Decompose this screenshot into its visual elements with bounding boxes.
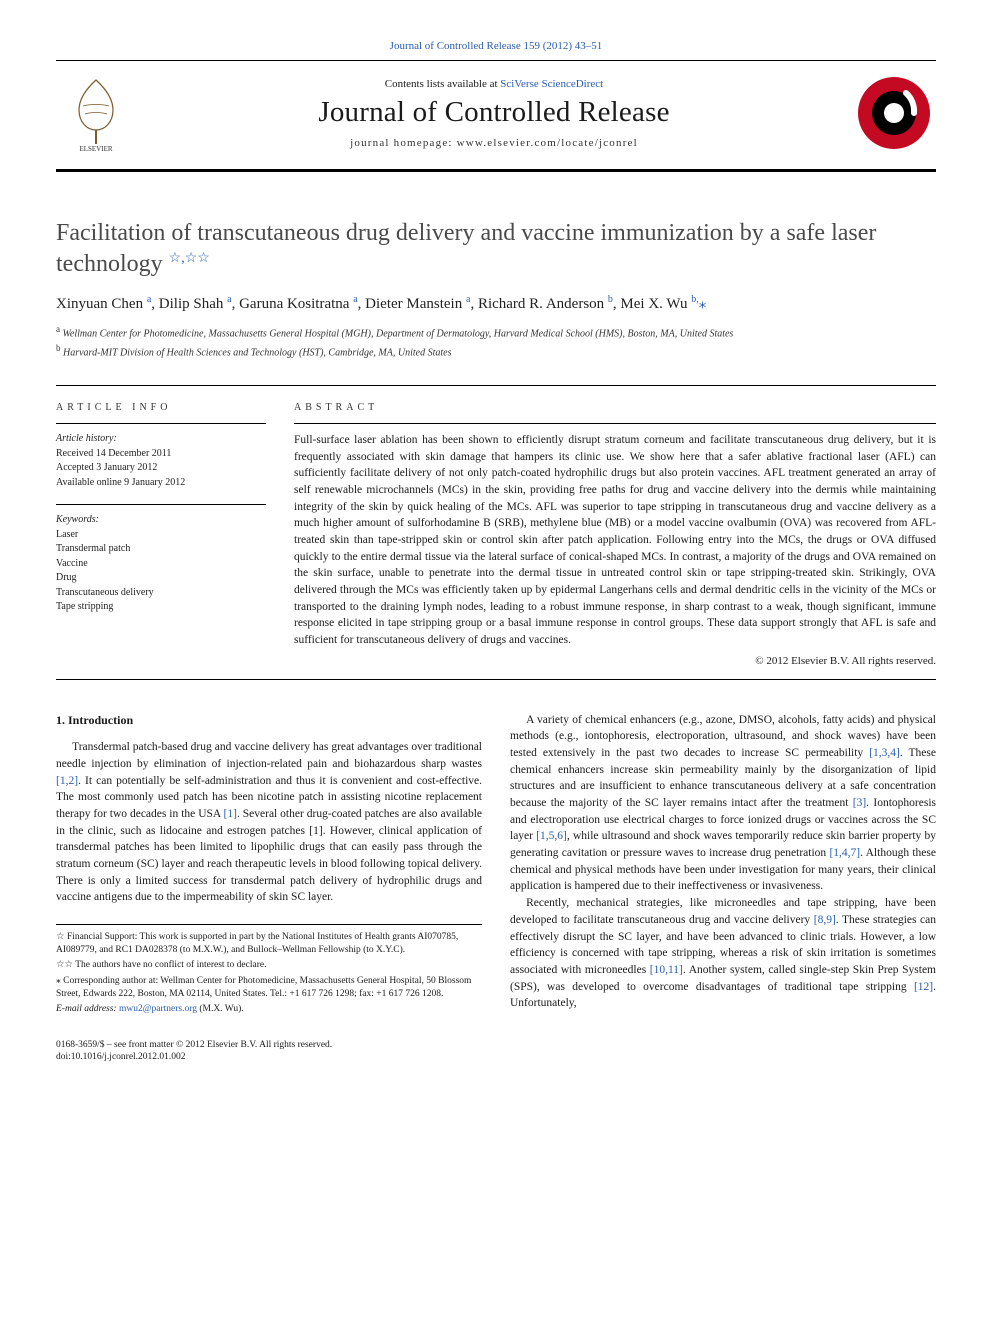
title-text: Facilitation of transcutaneous drug deli… xyxy=(56,220,876,277)
article-info-column: ARTICLE INFO Article history: Received 1… xyxy=(56,386,266,667)
rule-below-abstract xyxy=(56,679,936,680)
sciencedirect-link[interactable]: SciVerse ScienceDirect xyxy=(500,78,603,90)
ref-link[interactable]: [8,9] xyxy=(814,914,836,926)
footnote-conflict: ☆☆ The authors have no conflict of inter… xyxy=(56,959,482,972)
ref-link[interactable]: [12] xyxy=(914,981,933,993)
elsevier-logo: ELSEVIER xyxy=(56,71,136,155)
corresponding-email-link[interactable]: mwu2@partners.org xyxy=(119,1004,197,1014)
footnote-funding: ☆ Financial Support: This work is suppor… xyxy=(56,931,482,958)
journal-logo-icon xyxy=(856,75,932,151)
doi-line: doi:10.1016/j.jconrel.2012.01.002 xyxy=(56,1051,482,1064)
abstract-head: ABSTRACT xyxy=(294,402,936,413)
affiliation: b Harvard-MIT Division of Health Science… xyxy=(56,342,936,361)
history-received: Received 14 December 2011 xyxy=(56,447,266,462)
footnote-email: E-mail address: mwu2@partners.org (M.X. … xyxy=(56,1003,482,1016)
email-label: E-mail address: xyxy=(56,1004,117,1014)
intro-para-3: Recently, mechanical strategies, like mi… xyxy=(510,895,936,1012)
ref-link[interactable]: [10,11] xyxy=(650,964,683,976)
keywords-label: Keywords: xyxy=(56,513,266,528)
paper-title: Facilitation of transcutaneous drug deli… xyxy=(56,218,936,280)
author: Richard R. Anderson b xyxy=(478,296,613,312)
history-accepted: Accepted 3 January 2012 xyxy=(56,461,266,476)
rule-keywords xyxy=(56,504,266,505)
abstract-column: ABSTRACT Full-surface laser ablation has… xyxy=(294,386,936,667)
affiliations: a Wellman Center for Photomedicine, Mass… xyxy=(56,323,936,361)
copyright-line: © 2012 Elsevier B.V. All rights reserved… xyxy=(294,655,936,667)
top-citation-link[interactable]: Journal of Controlled Release 159 (2012)… xyxy=(390,40,603,52)
ref-link[interactable]: [3] xyxy=(853,797,866,809)
ref-link[interactable]: [1,5,6] xyxy=(536,830,567,842)
meta-abstract-row: ARTICLE INFO Article history: Received 1… xyxy=(56,386,936,667)
ref-link[interactable]: [1,3,4] xyxy=(869,747,900,759)
right-column: A variety of chemical enhancers (e.g., a… xyxy=(510,712,936,1065)
intro-para-2: A variety of chemical enhancers (e.g., a… xyxy=(510,712,936,895)
keyword: Transdermal patch xyxy=(56,542,266,557)
ref-link[interactable]: [1,4,7] xyxy=(829,847,860,859)
article-info-head: ARTICLE INFO xyxy=(56,402,266,413)
email-tail: (M.X. Wu). xyxy=(197,1004,244,1014)
svg-text:ELSEVIER: ELSEVIER xyxy=(79,145,112,152)
journal-banner: ELSEVIER Contents lists available at Sci… xyxy=(56,60,936,172)
footnote-corresponding: ⁎ Corresponding author at: Wellman Cente… xyxy=(56,975,482,1002)
intro-para-1: Transdermal patch-based drug and vaccine… xyxy=(56,739,482,906)
history-label: Article history: xyxy=(56,432,266,447)
banner-center: Contents lists available at SciVerse Sci… xyxy=(136,78,852,149)
section-1-head: 1. Introduction xyxy=(56,712,482,729)
keyword: Laser xyxy=(56,528,266,543)
history-online: Available online 9 January 2012 xyxy=(56,476,266,491)
author: Dieter Manstein a xyxy=(365,296,470,312)
article-history: Article history: Received 14 December 20… xyxy=(56,432,266,490)
journal-name: Journal of Controlled Release xyxy=(136,96,852,129)
footnotes: ☆ Financial Support: This work is suppor… xyxy=(56,924,482,1017)
keyword: Tape stripping xyxy=(56,600,266,615)
journal-homepage: journal homepage: www.elsevier.com/locat… xyxy=(136,137,852,149)
keywords-block: Keywords: Laser Transdermal patch Vaccin… xyxy=(56,513,266,615)
ref-link[interactable]: [1] xyxy=(224,808,237,820)
top-citation: Journal of Controlled Release 159 (2012)… xyxy=(56,40,936,52)
contents-line: Contents lists available at SciVerse Sci… xyxy=(136,78,852,90)
doi-block: 0168-3659/$ – see front matter © 2012 El… xyxy=(56,1039,482,1065)
journal-cover-logo xyxy=(852,71,936,155)
abstract-text: Full-surface laser ablation has been sho… xyxy=(294,432,936,649)
author: Dilip Shah a xyxy=(159,296,232,312)
keyword: Vaccine xyxy=(56,557,266,572)
contents-prefix: Contents lists available at xyxy=(385,78,500,90)
ref-link[interactable]: [1,2] xyxy=(56,775,78,787)
keyword: Drug xyxy=(56,571,266,586)
body-columns: 1. Introduction Transdermal patch-based … xyxy=(56,712,936,1065)
rule-info xyxy=(56,423,266,424)
title-block: Facilitation of transcutaneous drug deli… xyxy=(56,218,936,361)
author: Mei X. Wu b,⁎ xyxy=(620,296,706,312)
left-column: 1. Introduction Transdermal patch-based … xyxy=(56,712,482,1065)
affiliation: a Wellman Center for Photomedicine, Mass… xyxy=(56,323,936,342)
rule-abstract xyxy=(294,423,936,424)
title-footnote-marks: ☆,☆☆ xyxy=(169,251,210,266)
front-matter-line: 0168-3659/$ – see front matter © 2012 El… xyxy=(56,1039,482,1052)
elsevier-tree-icon: ELSEVIER xyxy=(65,74,127,152)
author: Garuna Kositratna a xyxy=(239,296,358,312)
author: Xinyuan Chen a xyxy=(56,296,151,312)
author-list: Xinyuan Chen a, Dilip Shah a, Garuna Kos… xyxy=(56,294,936,313)
keyword: Transcutaneous delivery xyxy=(56,586,266,601)
